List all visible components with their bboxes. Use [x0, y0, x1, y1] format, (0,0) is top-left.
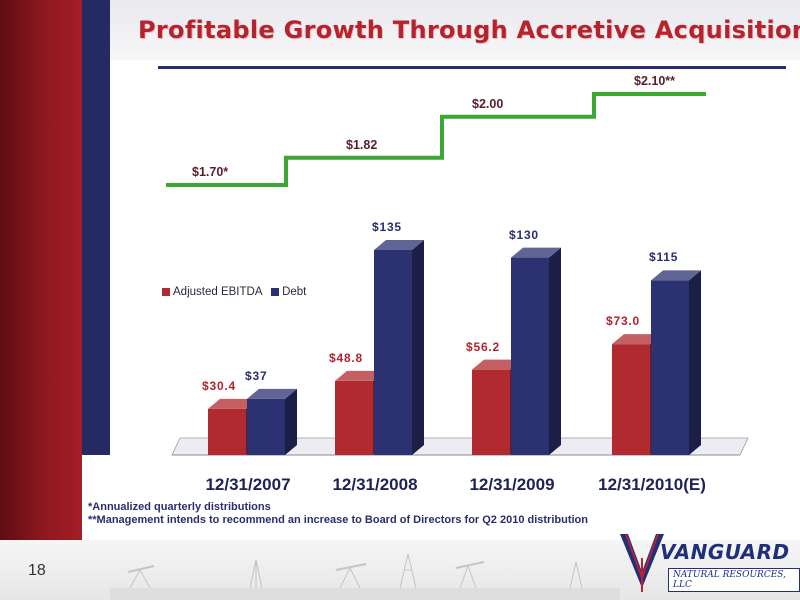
data-label-debt-3: $115 [649, 250, 679, 265]
data-label-ebitda-1: $48.8 [329, 350, 364, 365]
bar-debt-front-0 [247, 398, 285, 455]
legend-item-debt: Debt [271, 286, 306, 298]
title-panel [110, 0, 800, 60]
bar-ebitda-front-0 [208, 408, 246, 455]
bar-debt-top-2 [511, 247, 561, 258]
slide-number: 18 [28, 562, 46, 579]
distribution-step-line [166, 92, 706, 187]
title-underline [158, 66, 786, 69]
bar-debt-side-3 [689, 270, 701, 455]
bar-ebitda-front-2 [472, 369, 510, 455]
navy-accent-band [82, 0, 110, 455]
legend-label-debt: Debt [282, 286, 307, 298]
bar-debt-top-1 [374, 240, 424, 250]
left-color-band [0, 0, 82, 540]
legend-swatch-debt [271, 287, 280, 296]
category-label-0: 12/31/2007 [205, 475, 291, 494]
distribution-label-1: $1.82 [346, 137, 378, 152]
footnote-distributions: *Annualized quarterly distributions [88, 501, 271, 513]
chart-legend: Adjusted EBITDA Debt [162, 286, 312, 298]
bar-debt-side-0 [285, 388, 297, 455]
bar-debt-top-3 [651, 270, 701, 281]
bar-debt-front-2 [511, 257, 549, 455]
slide-title: Profitable Growth Through Accretive Acqu… [138, 16, 800, 44]
legend-swatch-ebitda [162, 287, 170, 296]
distribution-label-3: $2.10** [634, 74, 676, 88]
company-logo [620, 533, 664, 592]
distribution-label-0: $1.70* [192, 165, 229, 179]
footnote-management: **Management intends to recommend an inc… [88, 514, 588, 526]
oil-field-silhouette [110, 553, 620, 600]
category-label-3: 12/31/2010(E) [598, 475, 706, 494]
data-label-debt-0: $37 [245, 368, 268, 383]
bar-ebitda-top-2 [472, 359, 522, 370]
bar-debt-front-1 [374, 250, 412, 455]
data-label-debt-2: $130 [509, 227, 539, 242]
data-label-ebitda-2: $56.2 [466, 339, 501, 354]
data-label-ebitda-0: $30.4 [202, 378, 237, 393]
category-label-1: 12/31/2008 [332, 475, 418, 494]
logo-wordmark: VANGUARD [660, 540, 790, 564]
distribution-label-2: $2.00 [472, 96, 504, 111]
data-label-ebitda-3: $73.0 [606, 314, 641, 329]
bar-debt-side-2 [549, 247, 561, 455]
bar-ebitda-front-3 [612, 344, 650, 455]
bar-ebitda-top-0 [208, 398, 258, 409]
bar-debt-side-1 [412, 240, 424, 455]
bar-ebitda-front-1 [335, 380, 373, 455]
logo-subtitle: NATURAL RESOURCES, LLC [668, 568, 800, 592]
legend-item-ebitda: Adjusted EBITDA [162, 286, 265, 298]
bar-debt-front-3 [651, 280, 689, 455]
bar-debt-top-0 [247, 388, 297, 399]
bar-ebitda-top-3 [612, 334, 662, 345]
category-label-2: 12/31/2009 [469, 475, 555, 494]
legend-label-ebitda: Adjusted EBITDA [173, 286, 262, 298]
data-label-debt-1: $135 [372, 220, 402, 234]
bar-ebitda-top-1 [335, 370, 385, 381]
